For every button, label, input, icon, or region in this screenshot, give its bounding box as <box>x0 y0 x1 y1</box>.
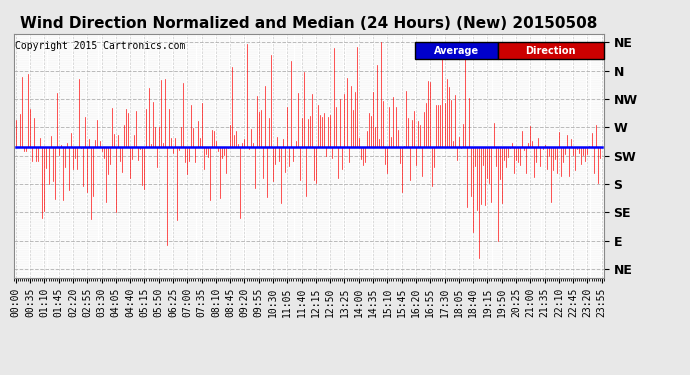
FancyBboxPatch shape <box>415 42 497 59</box>
Text: Direction: Direction <box>525 46 576 56</box>
Text: Copyright 2015 Cartronics.com: Copyright 2015 Cartronics.com <box>15 41 186 51</box>
FancyBboxPatch shape <box>497 42 604 59</box>
Text: Average: Average <box>434 46 479 56</box>
Title: Wind Direction Normalized and Median (24 Hours) (New) 20150508: Wind Direction Normalized and Median (24… <box>20 16 598 31</box>
